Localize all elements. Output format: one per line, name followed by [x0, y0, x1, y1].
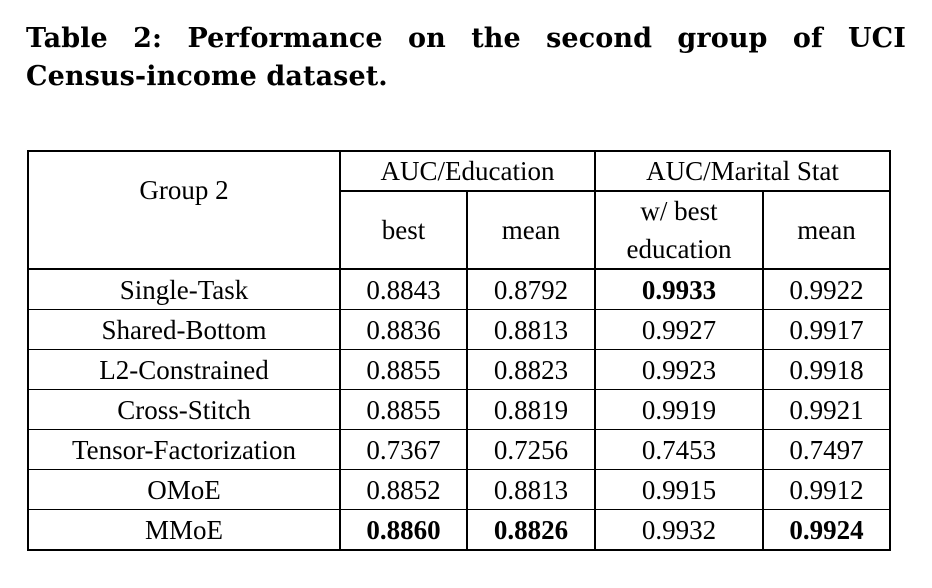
value-cell: 0.9917	[762, 309, 891, 350]
subheader-line-2: education	[626, 234, 732, 264]
group-header-education: AUC/Education	[339, 150, 596, 192]
method-name-cell: Tensor-Factorization	[27, 429, 341, 470]
table-caption: Table 2: Performance on the second group…	[26, 20, 906, 96]
value-cell: 0.9923	[594, 349, 764, 390]
method-name-cell: OMoE	[27, 469, 341, 510]
method-name-cell: Cross-Stitch	[27, 389, 341, 430]
method-name-cell: L2-Constrained	[27, 349, 341, 390]
table-row: MMoE 0.8860 0.8826 0.9932 0.9924	[27, 509, 891, 551]
value-cell: 0.9932	[594, 509, 764, 551]
value-cell: 0.8826	[466, 509, 596, 551]
table-row: Cross-Stitch 0.8855 0.8819 0.9919 0.9921	[27, 389, 891, 430]
value-cell: 0.9912	[762, 469, 891, 510]
value-cell: 0.8860	[339, 509, 468, 551]
value-cell: 0.8813	[466, 469, 596, 510]
value-cell: 0.8843	[339, 268, 468, 310]
corner-header: Group 2	[27, 150, 341, 270]
method-name-cell: MMoE	[27, 509, 341, 551]
value-cell: 0.9922	[762, 268, 891, 310]
value-cell: 0.7453	[594, 429, 764, 470]
value-cell: 0.7367	[339, 429, 468, 470]
table-row: Shared-Bottom 0.8836 0.8813 0.9927 0.9917	[27, 309, 891, 350]
table-body: Single-Task 0.8843 0.8792 0.9933 0.9922 Share…	[27, 268, 891, 551]
value-cell: 0.8792	[466, 268, 596, 310]
caption-text: Performance on the second group of UCI C…	[26, 23, 906, 92]
value-cell: 0.8823	[466, 349, 596, 390]
subheader-best-education: w/ best education	[594, 190, 764, 270]
value-cell: 0.9924	[762, 509, 891, 551]
subheader-best: best	[339, 190, 468, 270]
value-cell: 0.9915	[594, 469, 764, 510]
group-header-marital: AUC/Marital Stat	[594, 150, 891, 192]
subheader-best-education-lines: w/ best education	[627, 192, 732, 268]
value-cell: 0.8836	[339, 309, 468, 350]
value-cell: 0.9927	[594, 309, 764, 350]
value-cell: 0.7256	[466, 429, 596, 470]
subheader-line-1: w/ best	[640, 196, 718, 226]
method-name-cell: Single-Task	[27, 268, 341, 310]
value-cell: 0.8819	[466, 389, 596, 430]
results-table: Group 2 AUC/Education AUC/Marital Stat b…	[27, 150, 891, 551]
value-cell: 0.9933	[594, 268, 764, 310]
table-row: L2-Constrained 0.8855 0.8823 0.9923 0.9918	[27, 349, 891, 390]
table-row: OMoE 0.8852 0.8813 0.9915 0.9912	[27, 469, 891, 510]
method-name-cell: Shared-Bottom	[27, 309, 341, 350]
value-cell: 0.9919	[594, 389, 764, 430]
subheader-mean-marital: mean	[762, 190, 891, 270]
subheader-mean-education: mean	[466, 190, 596, 270]
value-cell: 0.8855	[339, 389, 468, 430]
value-cell: 0.7497	[762, 429, 891, 470]
table-subheader-row: best mean w/ best education mean	[28, 190, 891, 270]
table-row: Tensor-Factorization 0.7367 0.7256 0.7453 0.…	[27, 429, 891, 470]
table-row: Single-Task 0.8843 0.8792 0.9933 0.9922	[27, 268, 891, 310]
value-cell: 0.8813	[466, 309, 596, 350]
value-cell: 0.8852	[339, 469, 468, 510]
value-cell: 0.9918	[762, 349, 891, 390]
value-cell: 0.9921	[762, 389, 891, 430]
caption-label: Table 2:	[26, 23, 163, 54]
table-header-row: Group 2 AUC/Education AUC/Marital Stat	[27, 150, 891, 270]
value-cell: 0.8855	[339, 349, 468, 390]
